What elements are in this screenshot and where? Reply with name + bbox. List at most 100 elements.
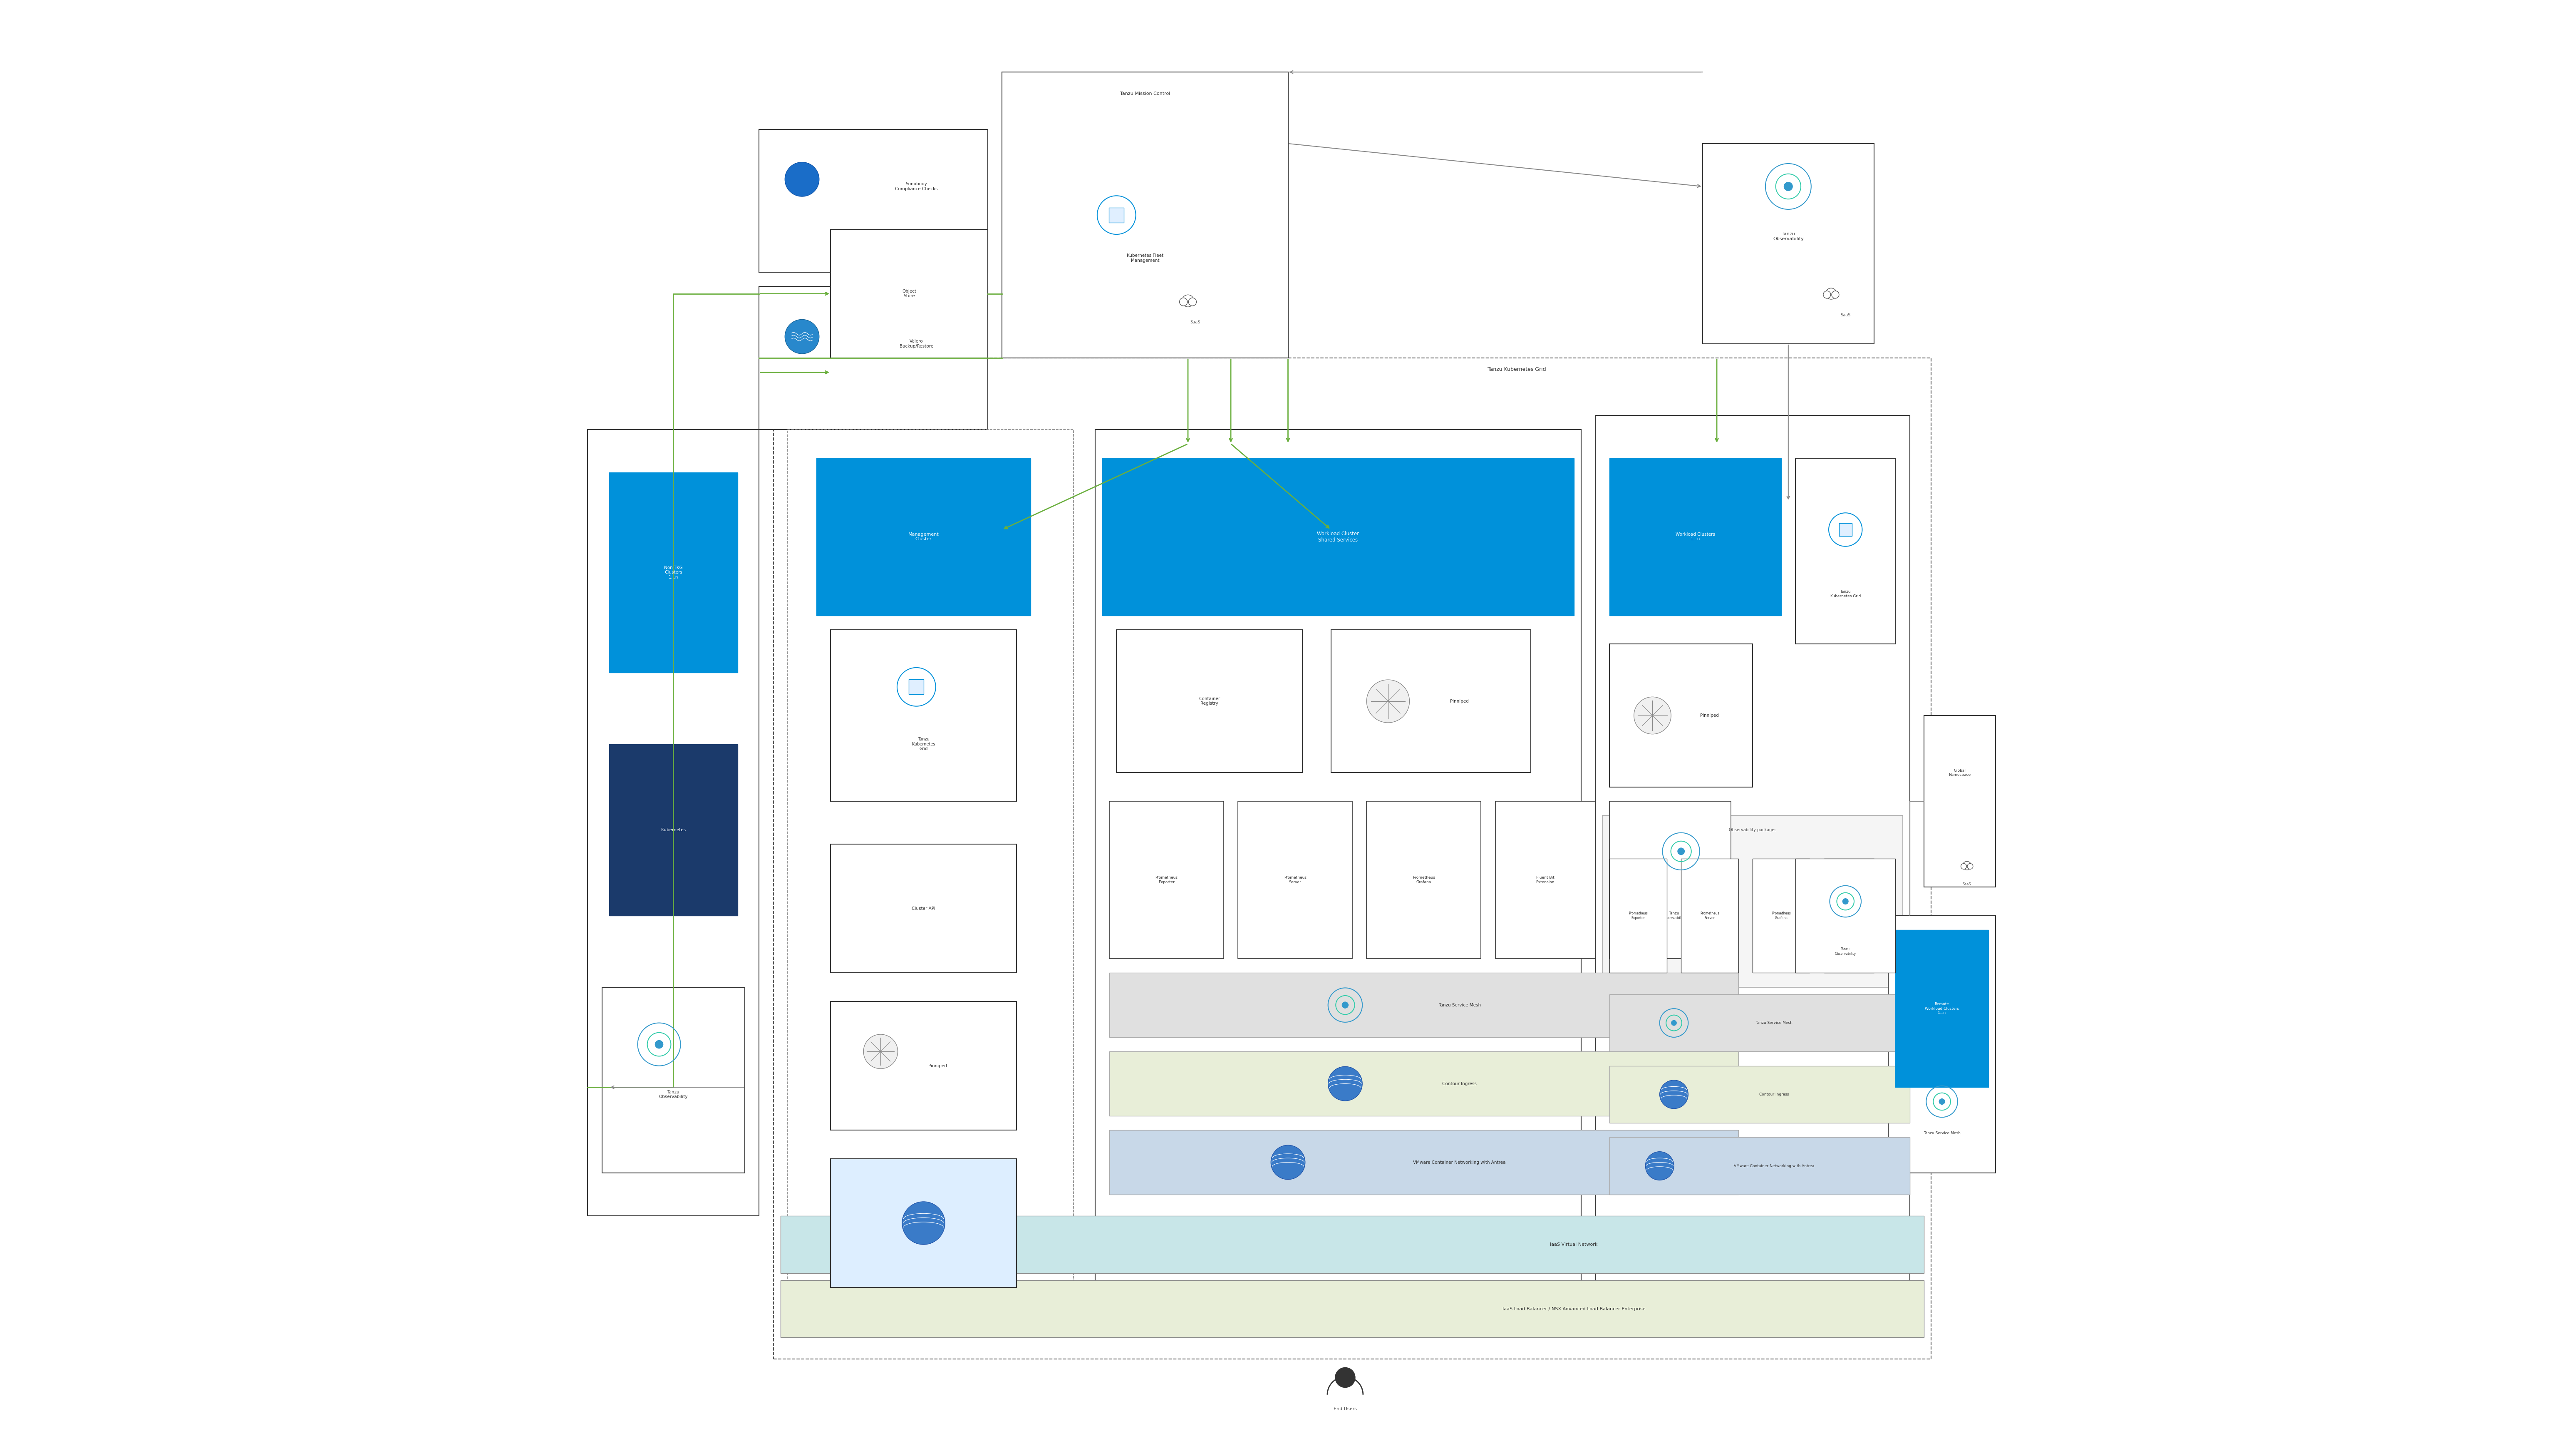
Bar	[1110, 1052, 1739, 1116]
Circle shape	[786, 319, 819, 353]
Bar	[1610, 458, 1780, 615]
Bar	[781, 1216, 1924, 1274]
Text: Container
Registry: Container Registry	[1198, 697, 1221, 705]
Bar	[788, 429, 1074, 1317]
Bar	[1824, 859, 1873, 973]
Bar	[1752, 859, 1811, 973]
Text: Global
Namespace: Global Namespace	[1950, 768, 1971, 777]
Circle shape	[1646, 1152, 1674, 1181]
Bar	[1110, 973, 1739, 1037]
Text: Pinniped: Pinniped	[1700, 714, 1718, 717]
Bar	[1595, 415, 1909, 1302]
Text: Pinniped: Pinniped	[927, 1063, 948, 1068]
Bar	[1368, 801, 1481, 959]
Bar	[829, 630, 1018, 801]
Bar	[1610, 1138, 1909, 1195]
Circle shape	[1270, 1145, 1306, 1179]
Bar	[1682, 859, 1739, 973]
Text: Tanzu
Observability: Tanzu Observability	[1772, 232, 1803, 240]
Text: Kubernetes: Kubernetes	[662, 827, 685, 831]
Bar	[608, 472, 737, 673]
Text: Kubernetes Fleet
Management: Kubernetes Fleet Management	[1126, 253, 1164, 262]
Circle shape	[786, 162, 819, 196]
Text: Tanzu Service Mesh: Tanzu Service Mesh	[1924, 1130, 1960, 1135]
Circle shape	[902, 1202, 945, 1245]
Text: Tanzu Kubernetes Grid: Tanzu Kubernetes Grid	[1486, 366, 1546, 372]
Circle shape	[1783, 182, 1793, 190]
Circle shape	[1659, 1080, 1687, 1109]
Bar	[1002, 72, 1288, 358]
Text: Tanzu
Kubernetes Grid: Tanzu Kubernetes Grid	[1829, 590, 1860, 598]
Bar	[1602, 816, 1904, 987]
Bar	[1110, 1130, 1739, 1195]
Bar	[603, 987, 744, 1173]
Bar	[1095, 429, 1582, 1302]
Text: Fluent Bit
Extension: Fluent Bit Extension	[1842, 912, 1857, 920]
Bar	[829, 229, 987, 358]
Text: Management
Cluster: Management Cluster	[909, 532, 938, 541]
Bar	[1795, 458, 1896, 644]
Bar	[1888, 916, 1996, 1173]
Bar	[1115, 630, 1303, 773]
Bar	[1610, 995, 1909, 1052]
Circle shape	[1832, 290, 1839, 298]
Circle shape	[1672, 1020, 1677, 1026]
Bar	[760, 129, 987, 272]
Bar	[1839, 524, 1852, 537]
Text: Cluster API: Cluster API	[912, 906, 935, 910]
Text: Prometheus
Grafana: Prometheus Grafana	[1772, 912, 1790, 920]
Bar	[817, 458, 1030, 615]
Circle shape	[1968, 863, 1973, 869]
Bar	[1703, 143, 1873, 343]
Text: SaaS: SaaS	[1963, 883, 1971, 886]
Text: Tanzu
Kubernetes
Grid: Tanzu Kubernetes Grid	[912, 737, 935, 751]
Circle shape	[1334, 1368, 1355, 1388]
Bar	[1610, 859, 1667, 973]
Circle shape	[1677, 847, 1685, 856]
Bar	[1103, 458, 1574, 615]
Text: Remote
Workload Clusters
1...n: Remote Workload Clusters 1...n	[1924, 1003, 1958, 1015]
Text: Workload Clusters
1...n: Workload Clusters 1...n	[1674, 532, 1716, 541]
Text: Prometheus
Server: Prometheus Server	[1283, 876, 1306, 884]
Circle shape	[1842, 899, 1850, 904]
Text: Sonobuoy
Compliance Checks: Sonobuoy Compliance Checks	[894, 182, 938, 190]
Text: SaaS: SaaS	[1190, 321, 1200, 325]
Text: SaaS: SaaS	[1839, 313, 1850, 318]
Bar	[608, 744, 737, 916]
Circle shape	[1180, 298, 1188, 306]
Bar	[781, 1281, 1924, 1338]
Circle shape	[1368, 680, 1409, 723]
Text: Non-TKG
Clusters
1...n: Non-TKG Clusters 1...n	[665, 565, 683, 580]
Text: Tanzu Service Mesh: Tanzu Service Mesh	[1437, 1003, 1481, 1007]
Text: Tanzu
Observability: Tanzu Observability	[1662, 912, 1687, 920]
Text: Object
Store: Object Store	[902, 289, 917, 298]
Text: End Users: End Users	[1334, 1407, 1358, 1411]
Bar	[1896, 930, 1989, 1088]
Text: IaaS Load Balancer / NSX Advanced Load Balancer Enterprise: IaaS Load Balancer / NSX Advanced Load B…	[1502, 1307, 1646, 1311]
Circle shape	[1963, 861, 1971, 870]
Circle shape	[863, 1035, 899, 1069]
Text: Contour Ingress: Contour Ingress	[1443, 1082, 1476, 1086]
Bar	[1332, 630, 1530, 773]
Circle shape	[1342, 1002, 1350, 1009]
Text: Prometheus
Exporter: Prometheus Exporter	[1628, 912, 1649, 920]
Bar	[1610, 1066, 1909, 1123]
Bar	[1795, 859, 1896, 973]
Text: Observability packages: Observability packages	[1728, 827, 1777, 831]
Text: Contour Ingress: Contour Ingress	[1759, 1092, 1788, 1096]
Circle shape	[1824, 290, 1832, 298]
Bar	[1494, 801, 1595, 959]
Text: Prometheus
Grafana: Prometheus Grafana	[1412, 876, 1435, 884]
Text: IaaS Virtual Network: IaaS Virtual Network	[1551, 1242, 1597, 1246]
Circle shape	[1182, 295, 1193, 306]
Text: Workload Cluster
Shared Services: Workload Cluster Shared Services	[1316, 531, 1360, 542]
Text: Tanzu Service Mesh: Tanzu Service Mesh	[1754, 1022, 1793, 1025]
Text: Prometheus
Server: Prometheus Server	[1700, 912, 1718, 920]
Circle shape	[1826, 288, 1837, 299]
Bar	[773, 358, 1932, 1359]
Circle shape	[1960, 863, 1965, 869]
Text: Tanzu
Observability: Tanzu Observability	[659, 1090, 688, 1099]
Bar	[1110, 801, 1224, 959]
Text: Velero
Backup/Restore: Velero Backup/Restore	[899, 339, 933, 348]
Bar	[587, 429, 760, 1216]
